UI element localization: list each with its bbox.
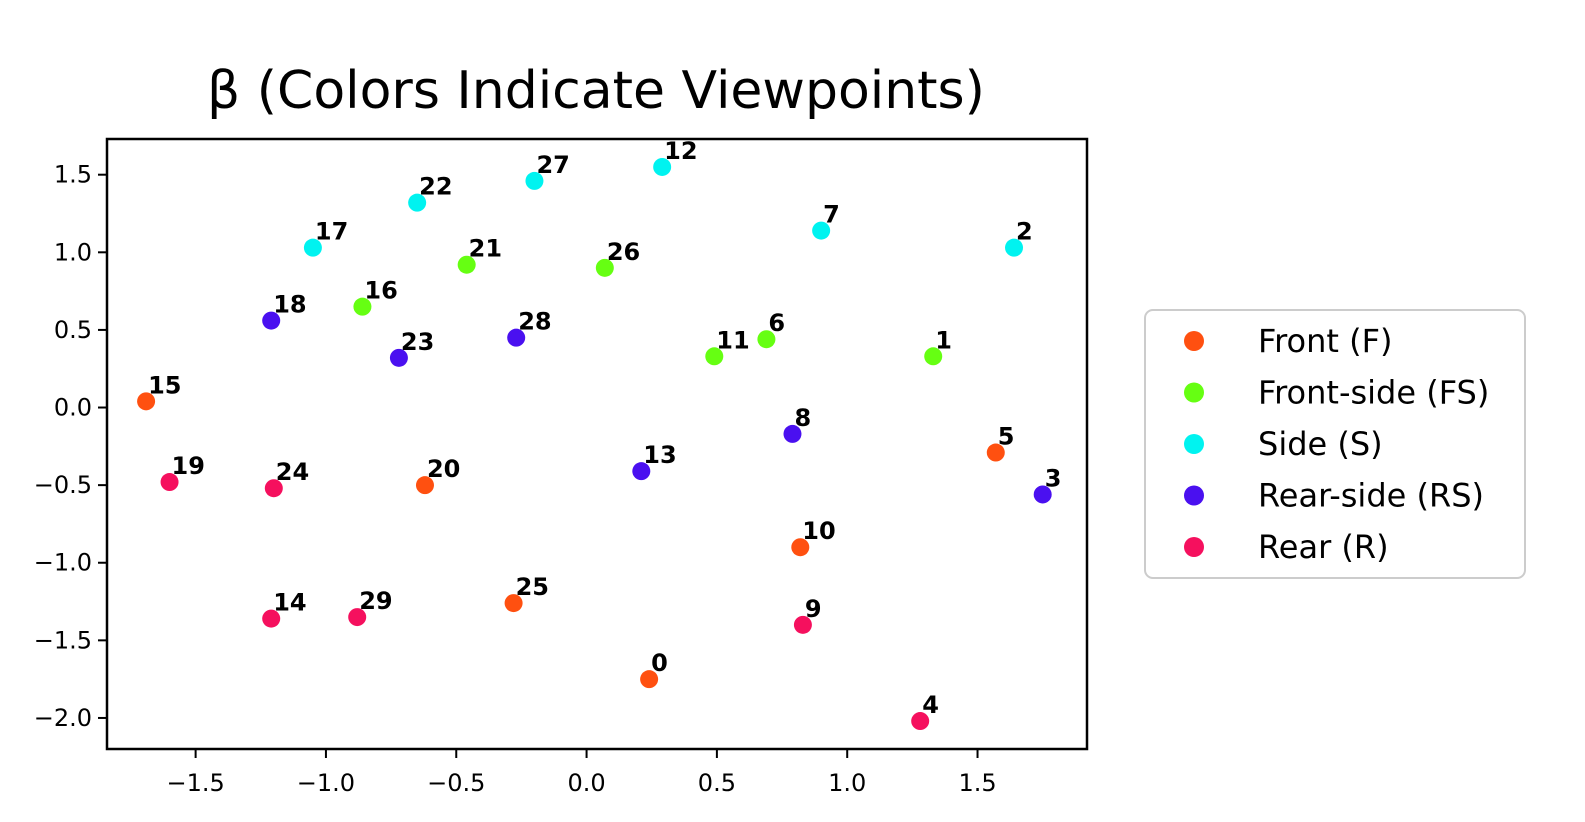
data-point (1005, 238, 1024, 257)
y-tick-label: −1.0 (34, 549, 92, 577)
data-point (457, 255, 476, 274)
data-point-label: 12 (664, 137, 697, 165)
data-point (353, 297, 372, 316)
data-point-label: 27 (536, 151, 569, 179)
data-point-label: 0 (651, 649, 668, 677)
x-tick-label: 1.0 (828, 769, 866, 797)
y-tick-label: 0.0 (54, 394, 92, 422)
data-point-label: 5 (998, 423, 1015, 451)
data-point (1033, 485, 1052, 504)
data-point (791, 538, 810, 557)
data-point-label: 16 (364, 277, 397, 305)
data-point-label: 10 (802, 517, 835, 545)
data-point-label: 9 (805, 595, 822, 623)
x-tick-label: 0.0 (567, 769, 605, 797)
data-point (632, 462, 651, 481)
legend-marker (1184, 382, 1204, 403)
legend-marker (1184, 434, 1204, 454)
data-point (408, 193, 427, 212)
data-point (783, 424, 802, 443)
data-point (504, 594, 523, 613)
data-point-label: 14 (273, 589, 306, 617)
data-point-label: 11 (716, 326, 749, 354)
legend-label: Side (S) (1258, 425, 1383, 463)
legend-label: Rear-side (RS) (1258, 477, 1484, 515)
y-tick-label: −1.5 (34, 626, 92, 654)
data-point-label: 28 (518, 308, 551, 336)
y-tick-label: 0.5 (54, 316, 92, 344)
data-point-label: 13 (643, 441, 676, 469)
data-point-label: 29 (359, 587, 392, 615)
data-point-label: 18 (273, 291, 306, 319)
data-point-label: 19 (172, 452, 205, 480)
data-point-label: 7 (823, 201, 840, 229)
data-point-label: 24 (276, 458, 309, 486)
legend-marker (1184, 485, 1204, 506)
data-point (348, 608, 367, 627)
data-point (986, 443, 1005, 462)
data-point (525, 171, 544, 190)
x-axis: −1.5 −1.0 −0.5 0.0 0.5 1.0 1.5 (166, 749, 997, 797)
data-points (137, 157, 1052, 731)
data-point-label: 2 (1016, 218, 1033, 246)
data-point (640, 670, 659, 689)
data-point (705, 347, 724, 366)
data-point-label: 3 (1045, 464, 1062, 492)
legend-label: Front (F) (1258, 322, 1392, 360)
data-point (389, 348, 408, 367)
data-point (924, 347, 943, 366)
data-point-label: 23 (401, 328, 434, 356)
legend-label: Rear (R) (1258, 528, 1389, 566)
data-point-label: 15 (148, 371, 181, 399)
data-point (911, 712, 930, 731)
legend-marker (1184, 537, 1204, 557)
chart-title: β (Colors Indicate Viewpoints) (207, 61, 985, 121)
data-point (653, 157, 672, 176)
data-point (415, 476, 434, 495)
data-point (160, 473, 179, 492)
data-point-label: 21 (469, 235, 502, 263)
y-tick-label: −0.5 (34, 471, 92, 499)
legend-label: Front-side (FS) (1258, 374, 1489, 412)
data-point (264, 479, 283, 498)
data-point-label: 17 (315, 218, 348, 246)
data-point (262, 311, 281, 330)
data-point-label: 4 (922, 691, 939, 719)
data-point (303, 238, 322, 257)
legend-box (1144, 309, 1526, 579)
data-point-label: 1 (935, 326, 952, 354)
y-tick-label: 1.0 (54, 238, 92, 266)
x-tick-label: −1.0 (297, 769, 355, 797)
legend: Front (F) Front-side (FS) Side (S) Rear-sid… (1144, 309, 1526, 579)
data-point (262, 609, 281, 628)
data-point (757, 330, 776, 349)
data-point-label: 22 (419, 173, 452, 201)
data-point (812, 221, 831, 240)
data-point-label: 20 (427, 455, 460, 483)
data-point (507, 328, 526, 347)
data-point (793, 615, 812, 634)
data-point (595, 258, 614, 277)
legend-marker (1184, 331, 1204, 351)
x-tick-label: −0.5 (427, 769, 485, 797)
data-point-label: 26 (607, 238, 640, 266)
y-axis: 1.5 1.0 0.5 0.0 −0.5 −1.0 −1.5 −2.0 (34, 161, 107, 732)
x-tick-label: 0.5 (698, 769, 736, 797)
x-tick-label: −1.5 (166, 769, 224, 797)
data-point-label: 6 (768, 309, 785, 337)
data-point (137, 392, 156, 411)
y-tick-label: 1.5 (54, 161, 92, 189)
plot-area-frame (105, 137, 1089, 751)
data-point-label: 8 (794, 404, 811, 432)
y-tick-label: −2.0 (34, 704, 92, 732)
data-point-label: 25 (516, 573, 549, 601)
x-tick-label: 1.5 (958, 769, 996, 797)
